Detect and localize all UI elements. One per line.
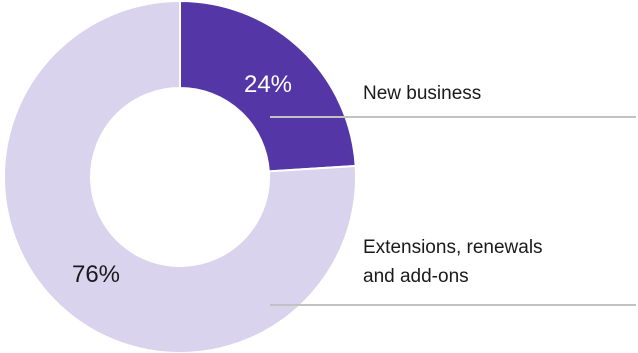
category-label-line: and add-ons (363, 266, 469, 287)
category-label-line: Extensions, renewals (363, 237, 543, 258)
donut-slice-1 (3, 0, 357, 353)
category-label-line: New business (363, 83, 481, 104)
category-label-0: New business (363, 83, 481, 104)
category-labels: New business Extensions, renewals and add-… (270, 83, 636, 306)
category-label-1: Extensions, renewals and add-ons (363, 237, 543, 287)
donut-slices (3, 0, 357, 353)
slice-value-labels: 24% 76% (72, 71, 292, 288)
slice-value-label-1: 76% (72, 261, 120, 288)
donut-slice-0 (179, 0, 357, 173)
slice-value-label-0: 24% (244, 71, 292, 98)
